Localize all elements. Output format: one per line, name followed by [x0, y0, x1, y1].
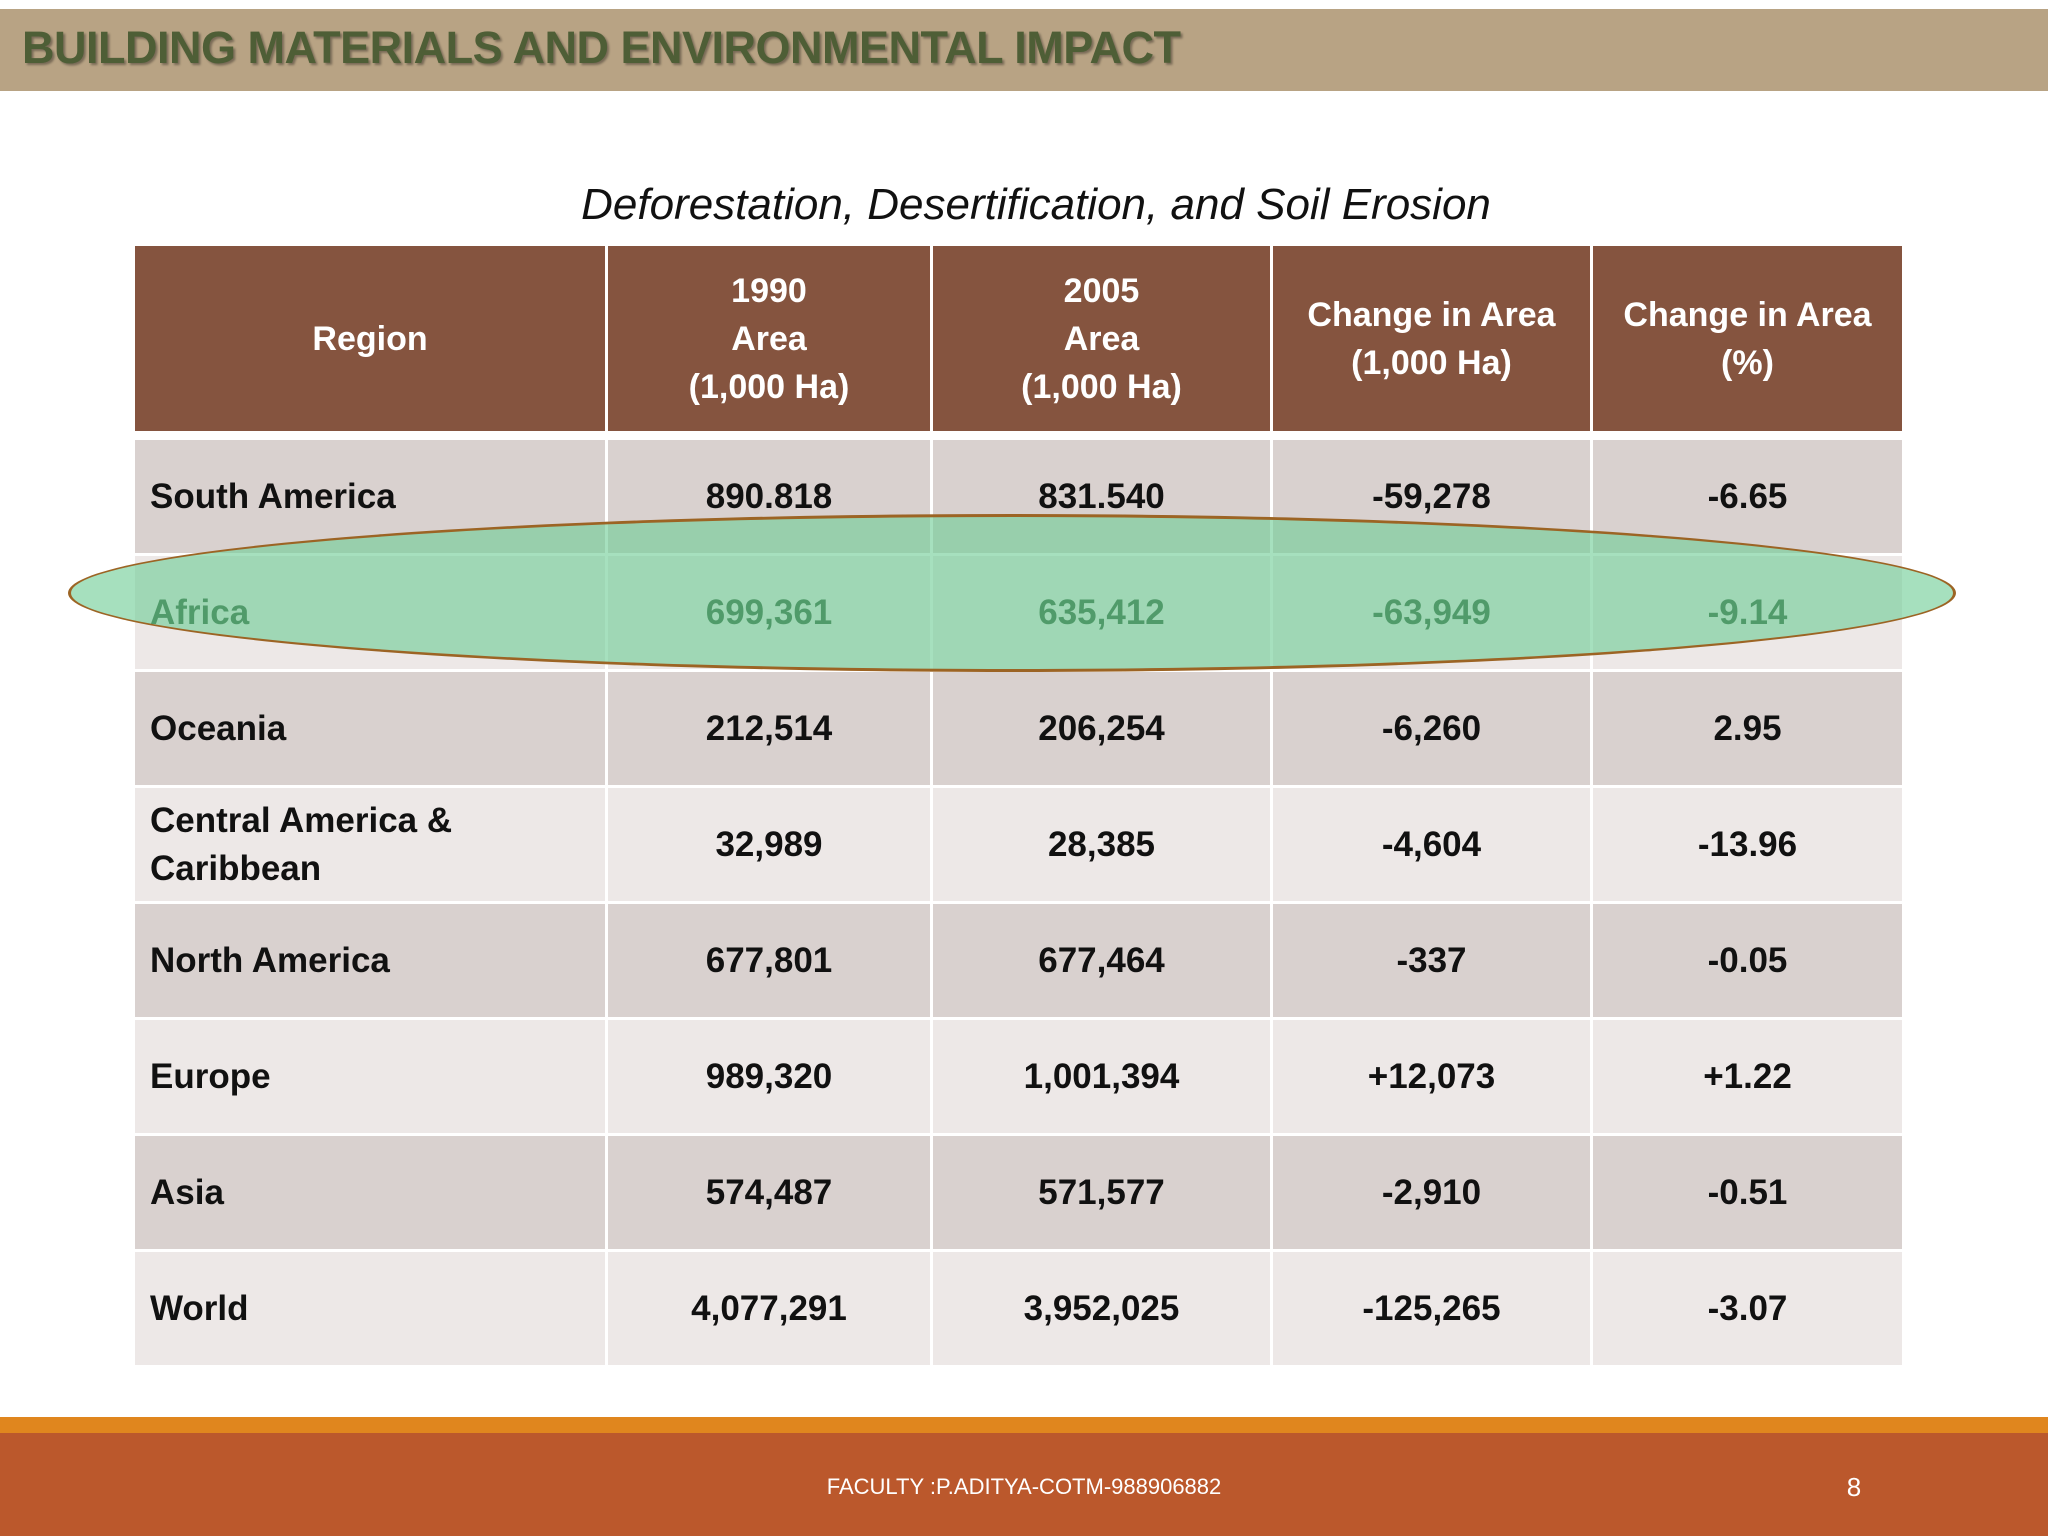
- footer-accent-line: [0, 1417, 2048, 1433]
- footer-band: [0, 1433, 2048, 1536]
- slide-title: BUILDING MATERIALS AND ENVIRONMENTAL IMP…: [22, 22, 1181, 73]
- area-1990-cell: 4,077,291: [605, 1249, 933, 1368]
- area-1990-cell: 677,801: [605, 901, 933, 1020]
- change-area-cell: -63,949: [1270, 553, 1593, 672]
- change-percent-cell: -3.07: [1590, 1249, 1905, 1368]
- change-area-cell: +12,073: [1270, 1017, 1593, 1136]
- table-row: World 4,077,291 3,952,025 -125,265 -3.07: [132, 1249, 1905, 1368]
- region-cell: Europe: [132, 1017, 608, 1136]
- area-1990-cell: 32,989: [605, 785, 933, 904]
- region-cell: Africa: [132, 553, 608, 672]
- table-row: Asia 574,487 571,577 -2,910 -0.51: [132, 1133, 1905, 1252]
- area-1990-cell: 574,487: [605, 1133, 933, 1252]
- column-header-change-area: Change in Area (1,000 Ha): [1270, 243, 1593, 437]
- column-header-area-1990: 1990 Area (1,000 Ha): [605, 243, 933, 437]
- change-area-cell: -4,604: [1270, 785, 1593, 904]
- region-cell: World: [132, 1249, 608, 1368]
- change-area-cell: -59,278: [1270, 434, 1593, 556]
- header-band: [0, 9, 2048, 91]
- deforestation-table: Region 1990 Area (1,000 Ha) 2005 Area (1…: [132, 243, 1905, 1368]
- area-2005-cell: 571,577: [930, 1133, 1273, 1252]
- table-caption: Deforestation, Desertification, and Soil…: [581, 180, 1491, 229]
- area-2005-cell: 831.540: [930, 434, 1273, 556]
- region-cell: Oceania: [132, 669, 608, 788]
- area-2005-cell: 677,464: [930, 901, 1273, 1020]
- change-area-cell: -125,265: [1270, 1249, 1593, 1368]
- change-percent-cell: -0.05: [1590, 901, 1905, 1020]
- region-cell: South America: [132, 434, 608, 556]
- area-2005-cell: 206,254: [930, 669, 1273, 788]
- region-cell: North America: [132, 901, 608, 1020]
- table-row: North America 677,801 677,464 -337 -0.05: [132, 901, 1905, 1020]
- area-1990-cell: 212,514: [605, 669, 933, 788]
- change-area-cell: -337: [1270, 901, 1593, 1020]
- change-percent-cell: -6.65: [1590, 434, 1905, 556]
- area-1990-cell: 890.818: [605, 434, 933, 556]
- change-percent-cell: +1.22: [1590, 1017, 1905, 1136]
- area-2005-cell: 1,001,394: [930, 1017, 1273, 1136]
- change-percent-cell: -9.14: [1590, 553, 1905, 672]
- column-header-region: Region: [132, 243, 608, 437]
- table-row: Central America & Caribbean 32,989 28,385…: [132, 785, 1905, 904]
- area-2005-cell: 3,952,025: [930, 1249, 1273, 1368]
- column-header-area-2005: 2005 Area (1,000 Ha): [930, 243, 1273, 437]
- table-row: South America 890.818 831.540 -59,278 -6…: [132, 434, 1905, 556]
- region-cell: Central America & Caribbean: [132, 785, 608, 904]
- change-percent-cell: 2.95: [1590, 669, 1905, 788]
- column-header-change-percent: Change in Area (%): [1590, 243, 1905, 437]
- area-2005-cell: 28,385: [930, 785, 1273, 904]
- change-percent-cell: -0.51: [1590, 1133, 1905, 1252]
- table-row: Oceania 212,514 206,254 -6,260 2.95: [132, 669, 1905, 788]
- region-cell: Asia: [132, 1133, 608, 1252]
- table-row: Europe 989,320 1,001,394 +12,073 +1.22: [132, 1017, 1905, 1136]
- page-number: 8: [1846, 1472, 1862, 1502]
- change-area-cell: -2,910: [1270, 1133, 1593, 1252]
- footer-text: FACULTY :P.ADITYA-COTM-988906882: [826, 1474, 1222, 1499]
- area-1990-cell: 699,361: [605, 553, 933, 672]
- change-area-cell: -6,260: [1270, 669, 1593, 788]
- change-percent-cell: -13.96: [1590, 785, 1905, 904]
- area-2005-cell: 635,412: [930, 553, 1273, 672]
- area-1990-cell: 989,320: [605, 1017, 933, 1136]
- table-row-highlighted: Africa 699,361 635,412 -63,949 -9.14: [132, 553, 1905, 672]
- table-header-row: Region 1990 Area (1,000 Ha) 2005 Area (1…: [132, 243, 1905, 437]
